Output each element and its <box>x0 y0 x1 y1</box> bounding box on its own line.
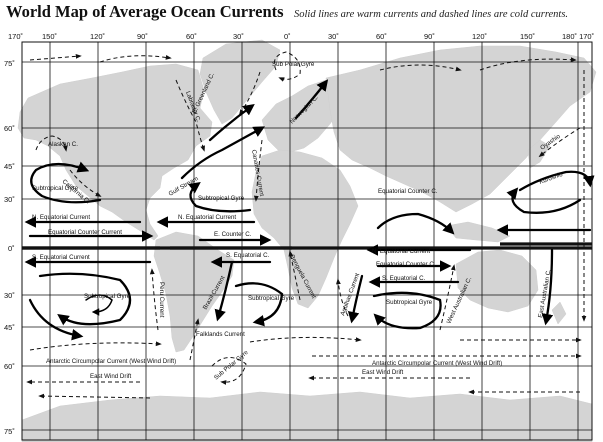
label-equatorial-counter-pacific: Equatorial Counter Current <box>48 229 122 236</box>
cold-arctic-top-2 <box>99 55 172 63</box>
land-greenland <box>199 39 281 125</box>
label-sub-polar-gyre-s: Sub Polar Gyre <box>213 349 250 382</box>
lon-tick: 120˚ <box>90 32 105 41</box>
warm-sp-outer <box>28 298 84 341</box>
cold-sub-polar-gyre-s <box>211 357 247 385</box>
lat-tick: 75˚ <box>4 427 15 436</box>
label-subtropical-gyre-sp: Subtropical Gyre <box>84 293 131 300</box>
warm-brazil <box>214 260 234 322</box>
lon-tick: 150˚ <box>42 32 57 41</box>
lat-tick: 45˚ <box>4 323 15 332</box>
graticule <box>21 41 593 441</box>
label-s-equatorial-indian: S. Equatorial C. <box>382 275 426 282</box>
label-kuroshio: Kuroshio <box>538 171 564 186</box>
cold-california <box>69 169 102 197</box>
warm-gulf-stream <box>180 126 266 180</box>
cold-arctic-east-2 <box>379 64 462 72</box>
label-peru: Peru Current <box>158 282 165 318</box>
cold-circumpolar-mid <box>249 336 362 343</box>
label-falklands: Falklands Current <box>196 331 245 338</box>
label-equatorial-counter-indian: Equatorial Counter C. <box>378 188 438 195</box>
land-australia <box>455 249 539 313</box>
warm-kuroshio <box>518 170 595 192</box>
cold-canaries <box>253 139 263 202</box>
label-subtropical-gyre-io: Subtropical Gyre <box>386 299 433 306</box>
map-title: World Map of Average Ocean Currents <box>6 2 284 21</box>
lat-tick: 75˚ <box>4 59 15 68</box>
cold-indian-sw <box>336 278 349 317</box>
label-east-wind-drift-e: East Wind Drift <box>362 369 404 376</box>
lon-tick: 30˚ <box>328 32 339 41</box>
warm-currents <box>22 79 595 341</box>
cold-benguela <box>288 250 301 301</box>
lon-tick: 180˚ 170˚ <box>562 32 594 41</box>
land-new-zealand <box>551 301 567 325</box>
cold-oyashio <box>538 127 581 158</box>
lat-tick: 30˚ <box>4 195 15 204</box>
warm-e-australian <box>541 248 554 326</box>
title-row: World Map of Average Ocean Currents Soli… <box>6 2 603 24</box>
warm-na-gyre <box>188 181 252 213</box>
lat-tick: 45˚ <box>4 162 15 171</box>
lon-tick: 30˚ <box>233 32 244 41</box>
lon-tick: 0˚ <box>284 32 291 41</box>
label-subtropical-gyre-sa: Subtropical Gyre <box>248 295 295 302</box>
cold-arctic-top <box>29 53 82 61</box>
lon-tick: 90˚ <box>424 32 435 41</box>
cold-circumpolar-w <box>29 341 162 351</box>
label-n-equatorial-indian: N. Equatorial Current <box>372 248 430 255</box>
warm-sa-gyre <box>234 282 284 327</box>
lat-tick: 60˚ <box>4 124 15 133</box>
land-antarctica <box>21 391 593 442</box>
lat-tick: 30˚ <box>4 291 15 300</box>
lon-tick: 90˚ <box>137 32 148 41</box>
label-s-equatorial-pacific: S. Equatorial Current <box>32 254 90 261</box>
label-subtropical-gyre-np: Subtropical Gyre <box>32 185 79 192</box>
cold-w-australian <box>439 264 456 331</box>
label-n-equatorial-pacific: N. Equatorial Current <box>32 214 90 221</box>
cold-labrador <box>175 79 205 152</box>
label-equatorial-counter-indian2: Equatorial Counter C. <box>376 261 436 268</box>
label-subtropical-gyre-na: Subtropical Gyre <box>198 195 245 202</box>
latitude-tick-labels: 75˚ 60˚ 45˚ 30˚ 0˚ 30˚ 45˚ 60˚ 75˚ <box>4 59 15 436</box>
label-alaskan: Alaskan C. <box>48 141 78 148</box>
label-sub-polar-gyre-n: Sub Polar Gyre <box>272 61 315 68</box>
warm-na-upper <box>208 103 255 142</box>
cold-currents <box>26 51 587 399</box>
land-indonesia <box>445 221 511 243</box>
lon-tick: 150˚ <box>520 32 535 41</box>
lon-tick: 60˚ <box>186 32 197 41</box>
warm-io-gyre <box>372 291 442 330</box>
warm-norwegian <box>294 79 329 120</box>
label-e-counter-atlantic: E. Counter C. <box>214 231 252 238</box>
cold-arctic-east <box>479 57 577 71</box>
land-asia <box>325 45 597 213</box>
longitude-tick-labels: 170˚ 150˚ 120˚ 90˚ 60˚ 30˚ 0˚ 30˚ 60˚ 90… <box>8 32 594 41</box>
lat-tick: 60˚ <box>4 362 15 371</box>
warm-np-west-gyre <box>506 187 582 214</box>
label-antarctic-circumpolar-w: Antarctic Circumpolar Current (West Wind… <box>46 358 176 365</box>
lat-tick: 0˚ <box>8 244 15 253</box>
cold-peru <box>149 268 159 331</box>
cold-subpolar-gyre-n <box>273 51 301 82</box>
label-antarctic-circumpolar-e: Antarctic Circumpolar Current (West Wind… <box>372 360 502 367</box>
warm-agulhas <box>347 274 364 324</box>
cold-falklands <box>189 318 200 361</box>
map-subtitle: Solid lines are warm currents and dashed… <box>294 9 569 20</box>
cold-alaskan-loop <box>35 135 68 152</box>
warm-indian-upper <box>376 212 455 235</box>
warm-np-gyre <box>30 161 102 204</box>
warm-sp-gyre-inner <box>85 294 113 316</box>
warm-sp-gyre <box>38 272 132 326</box>
label-s-equatorial-atlantic: S. Equatorial C. <box>226 252 270 259</box>
lon-tick: 120˚ <box>472 32 487 41</box>
label-east-wind-drift-w: East Wind Drift <box>90 373 132 380</box>
cold-east-wind-drift-w2 <box>38 393 151 399</box>
label-n-equatorial-atlantic: N. Equatorial Current <box>178 214 236 221</box>
cold-e-greenland <box>239 71 261 116</box>
lon-tick: 170˚ <box>8 32 23 41</box>
lon-tick: 60˚ <box>376 32 387 41</box>
